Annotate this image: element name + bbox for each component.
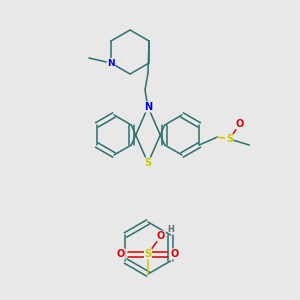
- Text: O: O: [171, 249, 179, 259]
- Text: O: O: [235, 119, 243, 129]
- Text: N: N: [107, 58, 115, 68]
- Text: H: H: [168, 226, 174, 235]
- Text: O: O: [117, 249, 125, 259]
- Text: N: N: [144, 102, 152, 112]
- Text: O: O: [157, 231, 165, 241]
- Text: S: S: [144, 158, 152, 168]
- Text: S: S: [226, 134, 233, 144]
- Text: S: S: [144, 249, 152, 259]
